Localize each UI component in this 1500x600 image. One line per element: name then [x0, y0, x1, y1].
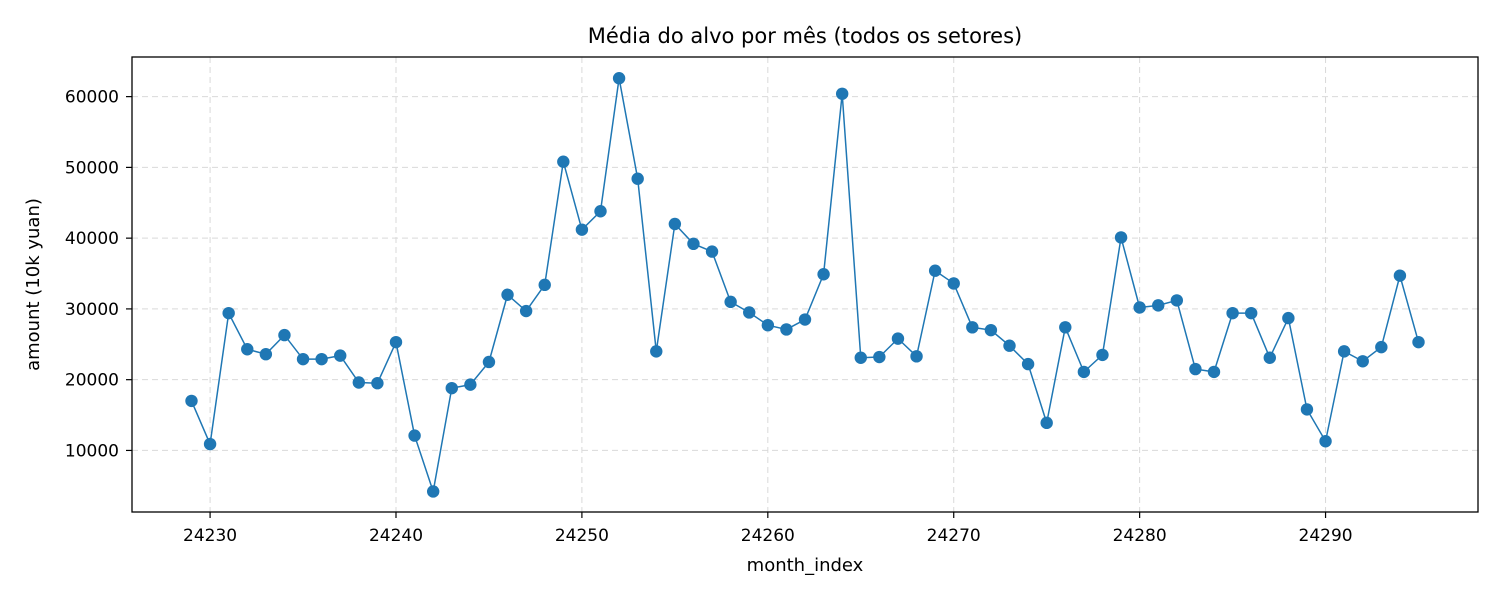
data-point	[1152, 299, 1165, 312]
y-tick-label: 60000	[65, 88, 119, 108]
data-point	[259, 348, 273, 361]
x-tick-label: 24270	[927, 526, 981, 546]
data-point	[371, 377, 384, 390]
data-point	[1263, 351, 1276, 364]
data-point	[278, 328, 291, 342]
data-point	[1077, 365, 1091, 379]
data-point	[203, 437, 217, 451]
data-point	[389, 335, 403, 349]
y-tick-label: 50000	[65, 158, 119, 178]
data-series	[185, 72, 1425, 498]
data-point	[464, 378, 477, 391]
data-point	[185, 394, 198, 408]
data-point	[984, 323, 998, 337]
x-tick-label: 24280	[1113, 526, 1167, 546]
data-point	[854, 351, 867, 364]
data-point	[296, 352, 310, 366]
data-point	[687, 237, 700, 251]
data-point	[1096, 348, 1109, 362]
y-axis-label: amount (10k yuan)	[23, 198, 44, 371]
data-point	[594, 205, 607, 218]
data-point	[928, 264, 942, 277]
x-tick-label: 24240	[369, 526, 423, 546]
y-tick-label: 20000	[65, 371, 119, 391]
data-point	[1412, 335, 1425, 349]
data-point	[1375, 340, 1388, 354]
data-point	[1337, 345, 1351, 358]
data-point	[798, 313, 812, 326]
data-point	[519, 304, 533, 318]
data-point	[1133, 301, 1146, 314]
data-point	[352, 376, 366, 389]
data-point	[557, 155, 570, 168]
data-point	[1207, 365, 1221, 379]
data-point	[1300, 403, 1314, 416]
y-tick-label: 40000	[65, 229, 119, 249]
data-point	[241, 343, 254, 356]
data-point	[891, 332, 905, 345]
plot-frame	[131, 56, 1479, 513]
data-point	[1189, 362, 1202, 376]
data-point	[334, 349, 347, 362]
data-point	[910, 350, 923, 363]
data-point	[724, 295, 737, 309]
data-point	[575, 223, 589, 236]
data-point	[817, 268, 830, 281]
data-point	[873, 350, 886, 364]
data-point	[650, 345, 663, 358]
data-point	[966, 321, 979, 334]
data-point	[1040, 416, 1053, 430]
x-tick-label: 24290	[1299, 526, 1353, 546]
data-point	[1319, 435, 1332, 448]
data-point	[705, 245, 719, 258]
data-point	[1170, 294, 1184, 307]
data-point	[426, 485, 440, 498]
data-point	[1244, 306, 1258, 320]
data-point	[668, 217, 682, 231]
data-point	[1356, 355, 1369, 368]
data-point	[538, 278, 551, 292]
x-tick-label: 24230	[183, 526, 237, 546]
data-point	[501, 288, 514, 301]
data-point	[315, 352, 328, 366]
data-point	[482, 355, 496, 369]
chart-title: Média do alvo por mês (todos os setores)	[588, 24, 1022, 48]
data-point	[1114, 231, 1128, 244]
x-axis-label: month_index	[747, 555, 864, 576]
data-point	[780, 323, 793, 336]
x-tick-label: 24250	[555, 526, 609, 546]
y-tick-label: 30000	[65, 300, 119, 320]
data-point	[445, 381, 458, 395]
data-point	[947, 277, 960, 290]
data-point	[743, 306, 756, 319]
y-axis: 10000 20000 30000 40000 50000 60000	[65, 88, 132, 461]
data-point	[1021, 357, 1035, 371]
data-point	[835, 87, 849, 101]
x-axis: 24230 24240 24250 24260 24270 24280 24290	[183, 512, 1353, 546]
data-point	[631, 172, 644, 185]
data-point	[408, 429, 421, 442]
data-point	[222, 306, 235, 320]
data-point	[761, 318, 775, 332]
data-point	[612, 72, 626, 85]
data-point	[1003, 339, 1016, 352]
x-tick-label: 24260	[741, 526, 795, 546]
y-tick-label: 10000	[65, 441, 119, 461]
data-point	[1393, 269, 1407, 282]
data-point	[1226, 306, 1239, 320]
data-point	[1282, 311, 1295, 325]
data-point	[1059, 321, 1072, 334]
